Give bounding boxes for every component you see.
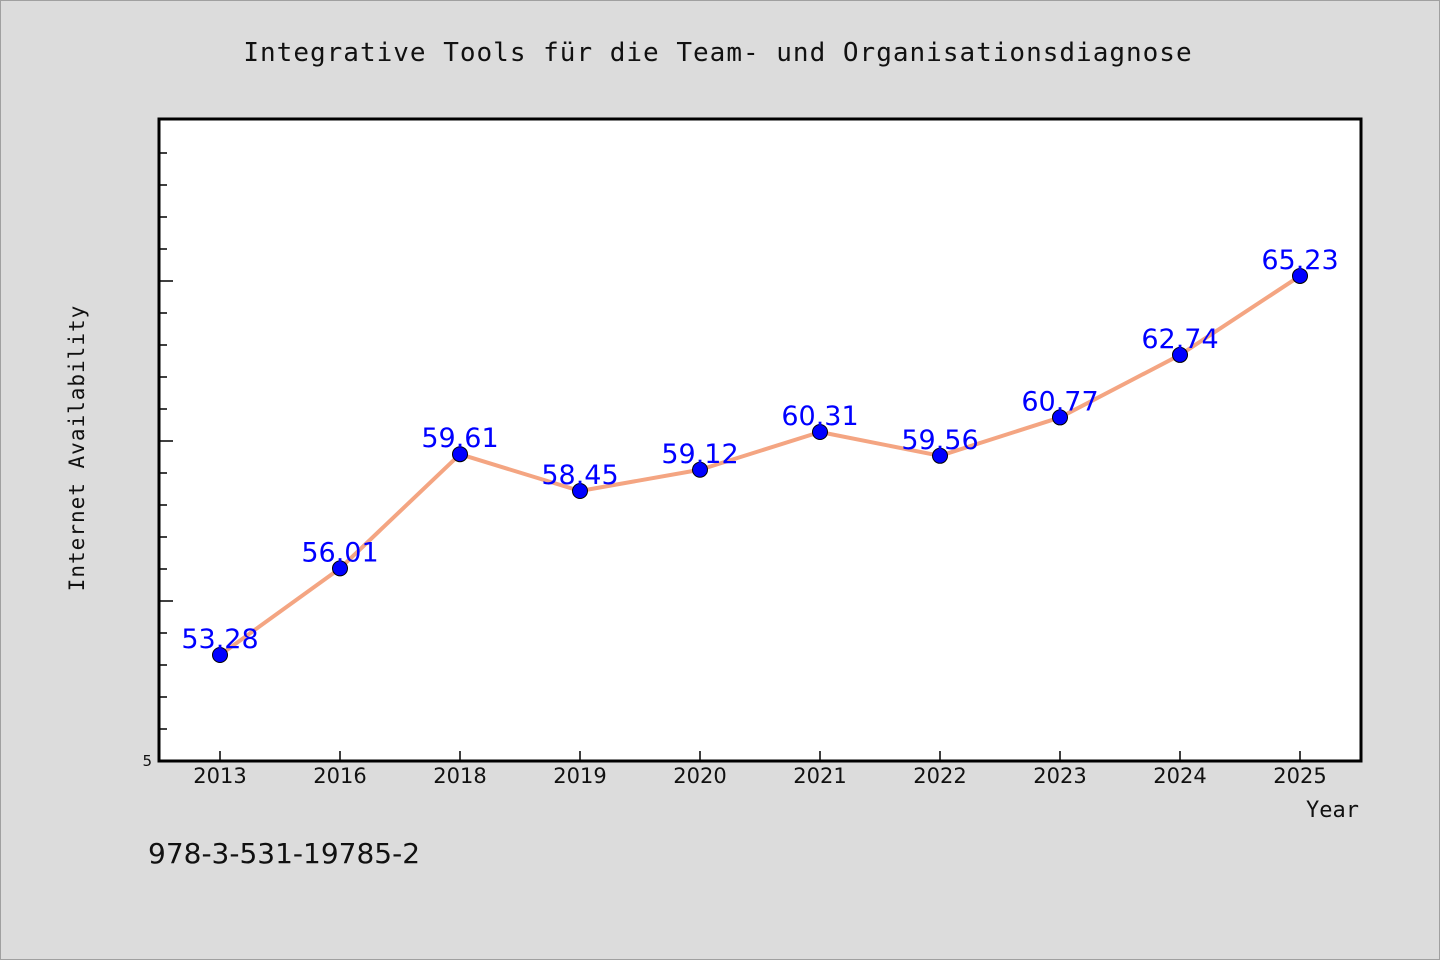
isbn-footer: 978-3-531-19785-2 xyxy=(148,837,420,870)
x-tick-label: 2024 xyxy=(1153,764,1206,788)
x-tick-label: 2013 xyxy=(193,764,246,788)
data-point-marker xyxy=(692,461,708,478)
x-tick-label: 2025 xyxy=(1273,764,1326,788)
x-tick-label: 2019 xyxy=(553,764,606,788)
data-point-marker xyxy=(452,446,468,463)
data-point-marker xyxy=(212,647,228,663)
y-axis-ticks xyxy=(159,152,173,762)
y-tick-label: 5 xyxy=(142,752,152,770)
x-axis-label: Year xyxy=(1306,798,1359,823)
data-label: 62.74 xyxy=(1141,324,1218,355)
x-tick-label: 2022 xyxy=(913,764,966,788)
data-label: 59.61 xyxy=(421,423,498,454)
data-point-marker xyxy=(1172,346,1188,363)
chart-title: Integrative Tools für die Team- und Orga… xyxy=(243,38,1192,68)
x-tick-label: 2018 xyxy=(433,764,486,788)
data-point-marker xyxy=(1292,267,1308,284)
data-point-marker xyxy=(932,447,948,464)
series-line xyxy=(218,273,1302,657)
data-point-marker xyxy=(332,560,348,577)
data-label: 65.23 xyxy=(1261,245,1338,276)
x-axis-ticks: 2013 2016 2018 2019 2020 2021 2022 2023 2024 2025 xyxy=(193,751,1327,788)
data-label: 53.28 xyxy=(181,624,258,655)
data-point-marker xyxy=(1052,409,1068,426)
data-label: 59.56 xyxy=(901,425,978,456)
x-tick-label: 2023 xyxy=(1033,764,1086,788)
x-tick-label: 2016 xyxy=(313,764,366,788)
data-labels: 53.28 56.01 59.61 58.45 59.12 60.31 59.56 60.77… xyxy=(181,245,1338,655)
data-point-marker xyxy=(572,483,588,500)
data-label: 60.77 xyxy=(1021,386,1098,417)
plot-area xyxy=(157,117,1363,763)
data-point-marker xyxy=(812,424,828,441)
data-label: 60.31 xyxy=(781,401,858,432)
data-label: 58.45 xyxy=(541,460,618,491)
x-tick-label: 2020 xyxy=(673,764,726,788)
data-label: 59.12 xyxy=(661,439,738,470)
data-label: 56.01 xyxy=(301,537,378,568)
y-axis-label: Internet Availability xyxy=(65,305,89,592)
series-markers xyxy=(212,267,1308,663)
x-tick-label: 2021 xyxy=(793,764,846,788)
